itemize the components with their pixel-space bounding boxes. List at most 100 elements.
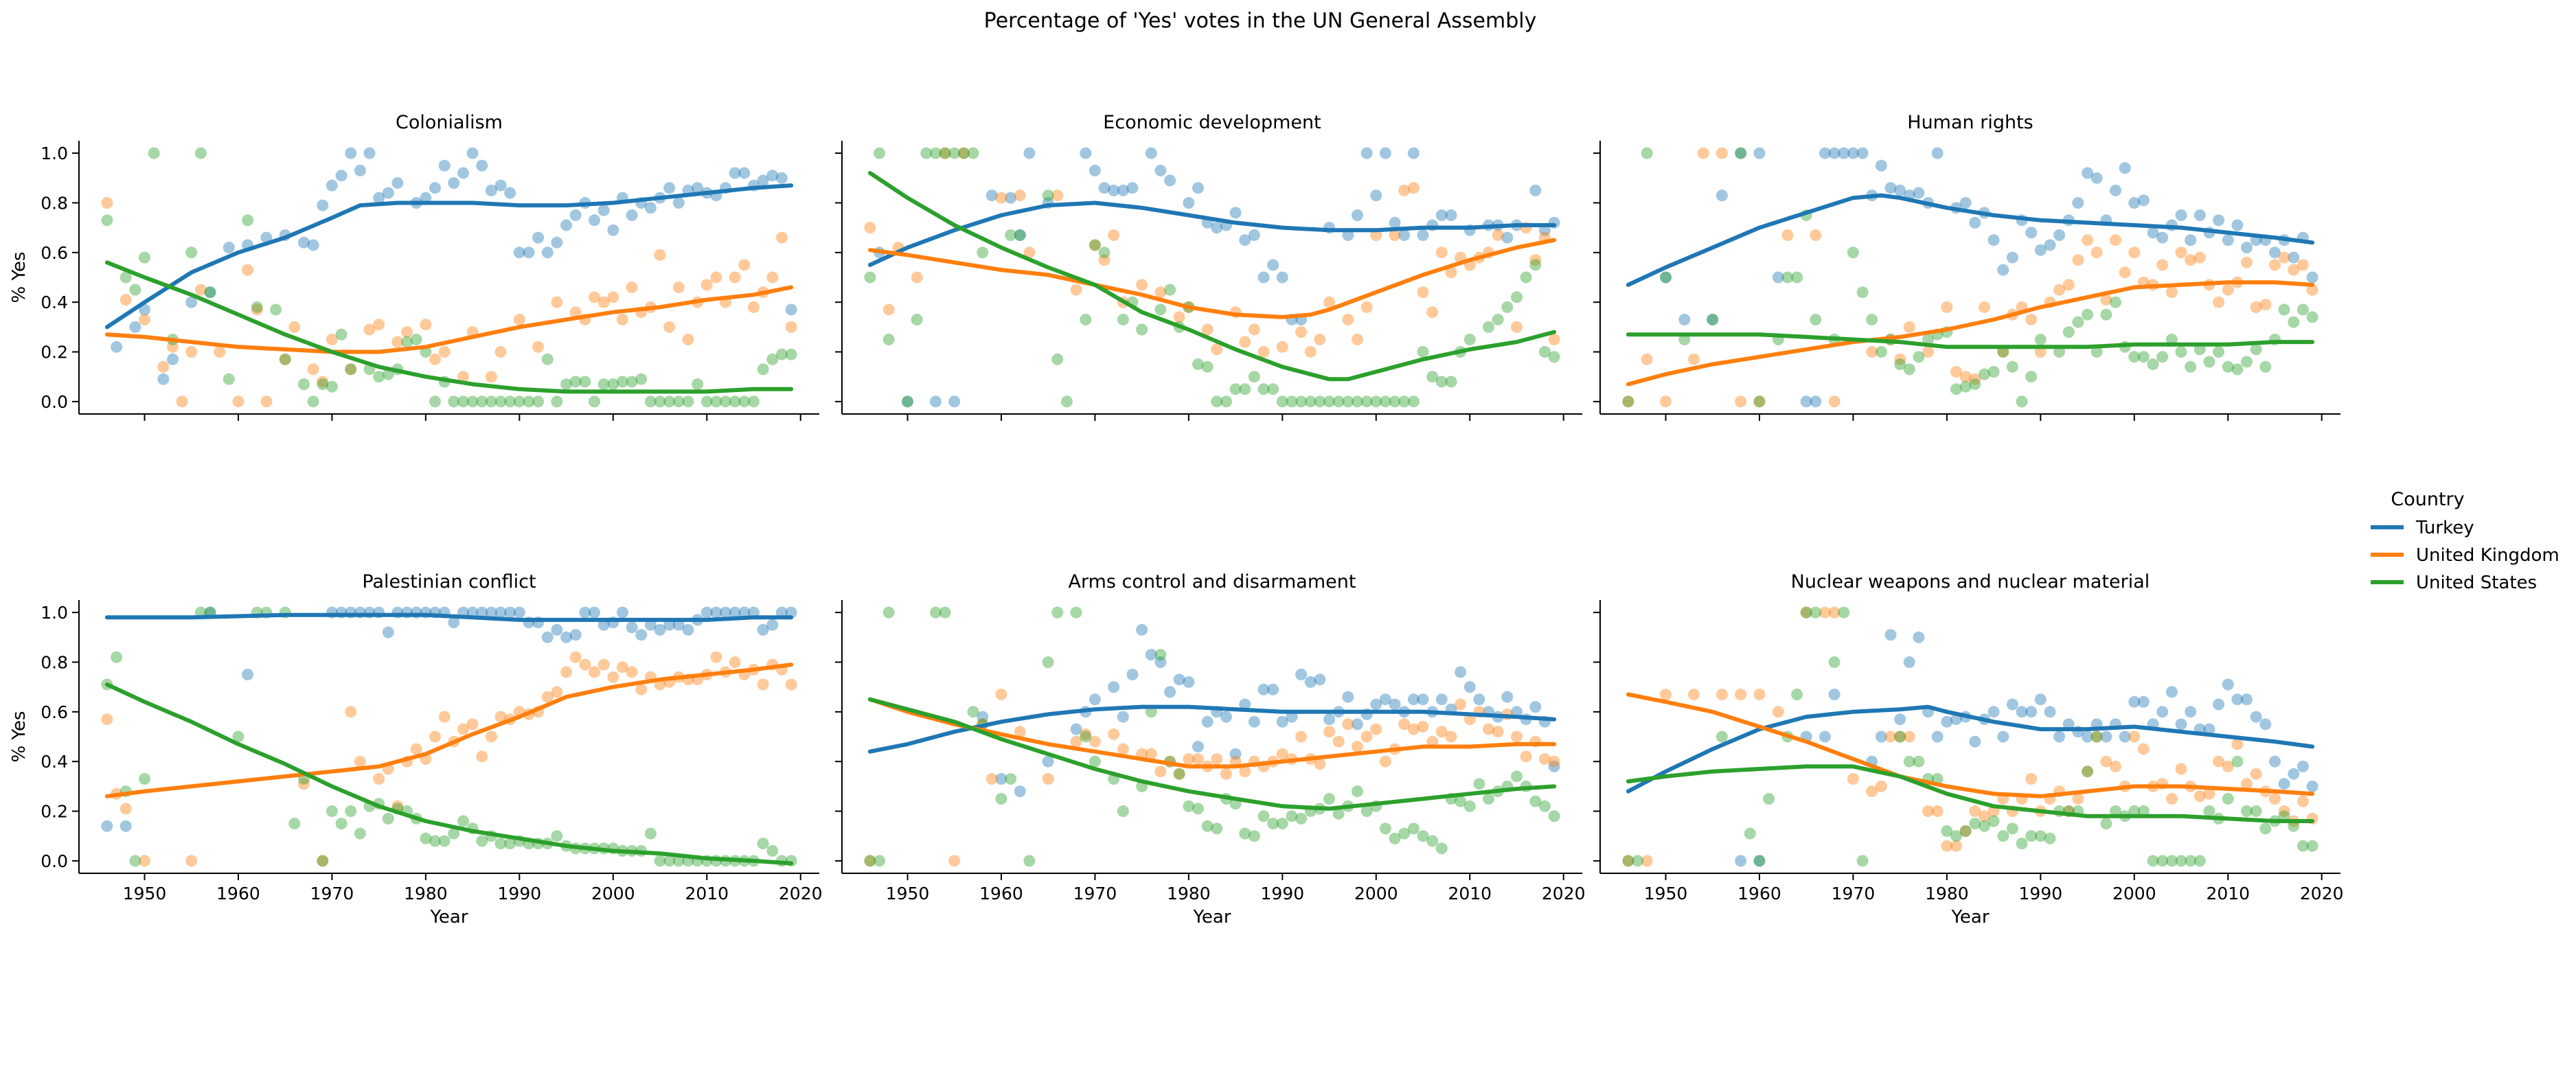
data-point [504,606,516,619]
data-point [279,353,291,365]
data-point [2296,840,2309,852]
data-point [2110,760,2121,772]
data-point [1959,825,1972,837]
data-point [2128,246,2141,259]
data-point [1154,303,1167,316]
data-point [1426,835,1439,847]
data-point [920,147,933,159]
x-tick-label: 2010 [1448,884,1492,903]
data-point [1931,147,1944,159]
data-point [864,855,876,867]
data-point [1267,383,1279,395]
data-point [1950,830,1962,842]
data-point [1192,753,1204,766]
data-point [2025,227,2038,239]
data-point [2306,284,2318,296]
data-point [1753,395,1766,408]
data-point [223,373,235,385]
data-point [1360,805,1373,817]
data-point [551,236,563,249]
data-point [2213,296,2225,308]
data-point [1941,840,1953,852]
data-point [551,395,563,408]
data-point [607,224,619,236]
data-point [2072,316,2084,328]
data-point [1154,656,1167,668]
data-point [335,328,347,341]
data-point [560,631,573,643]
data-point [1323,793,1336,805]
data-point [902,395,913,408]
data-point [1211,343,1223,356]
data-point [1239,827,1251,840]
data-point [2213,346,2225,358]
data-point [1660,395,1672,408]
data-point [1763,793,1775,805]
data-point [298,378,310,391]
data-point [457,167,469,179]
data-point [1716,730,1728,743]
data-point [1931,805,1944,817]
data-point [1314,395,1326,408]
data-point [2006,822,2018,835]
data-point [985,773,998,785]
data-point [2100,294,2112,306]
data-point [551,686,563,698]
data-point [2213,755,2225,768]
data-point [579,606,591,619]
data-point [1379,755,1391,768]
data-point [2082,167,2094,179]
data-point [373,192,385,204]
data-point [1070,284,1082,296]
data-point [1969,216,1981,229]
data-point [1445,730,1457,743]
data-point [1810,314,1822,325]
data-point [748,395,760,408]
data-point [911,271,923,284]
data-point [1922,334,1935,345]
data-point [626,281,638,293]
data-point [2110,234,2121,246]
data-point [672,281,685,293]
data-point [2156,259,2169,271]
data-point [1164,174,1176,187]
data-point [1295,669,1308,680]
data-point [288,321,301,333]
data-point [2006,251,2018,264]
data-point [307,363,319,376]
data-point [644,202,657,214]
data-point [2034,244,2047,256]
data-point [1220,395,1232,408]
data-point [1969,378,1981,391]
data-point [1950,366,1962,378]
data-point [1201,715,1213,728]
data-point [1511,321,1523,333]
data-point [1903,321,1915,333]
data-point [532,341,545,353]
data-point [1389,395,1401,408]
data-point [1370,189,1382,202]
data-point [766,844,779,857]
data-point [307,395,319,408]
data-point [589,291,600,303]
data-point [1435,376,1448,388]
trend-line-turkey [867,704,1557,754]
legend-label-united-states: United States [2416,573,2537,593]
data-point [1922,805,1935,817]
trend-line-united-states [104,260,794,394]
data-point [1164,284,1176,296]
points-united-states [1622,147,2318,408]
data-point [176,395,188,408]
data-point [2137,194,2150,207]
data-point [1716,689,1728,700]
data-point [1660,271,1672,284]
data-point [2278,805,2290,817]
data-point [1716,147,1728,159]
data-point [729,271,741,284]
data-point [420,832,432,844]
data-point [1463,800,1476,812]
data-point [2278,778,2290,790]
data-point [785,321,797,333]
data-point [775,348,788,360]
data-point [101,820,113,832]
